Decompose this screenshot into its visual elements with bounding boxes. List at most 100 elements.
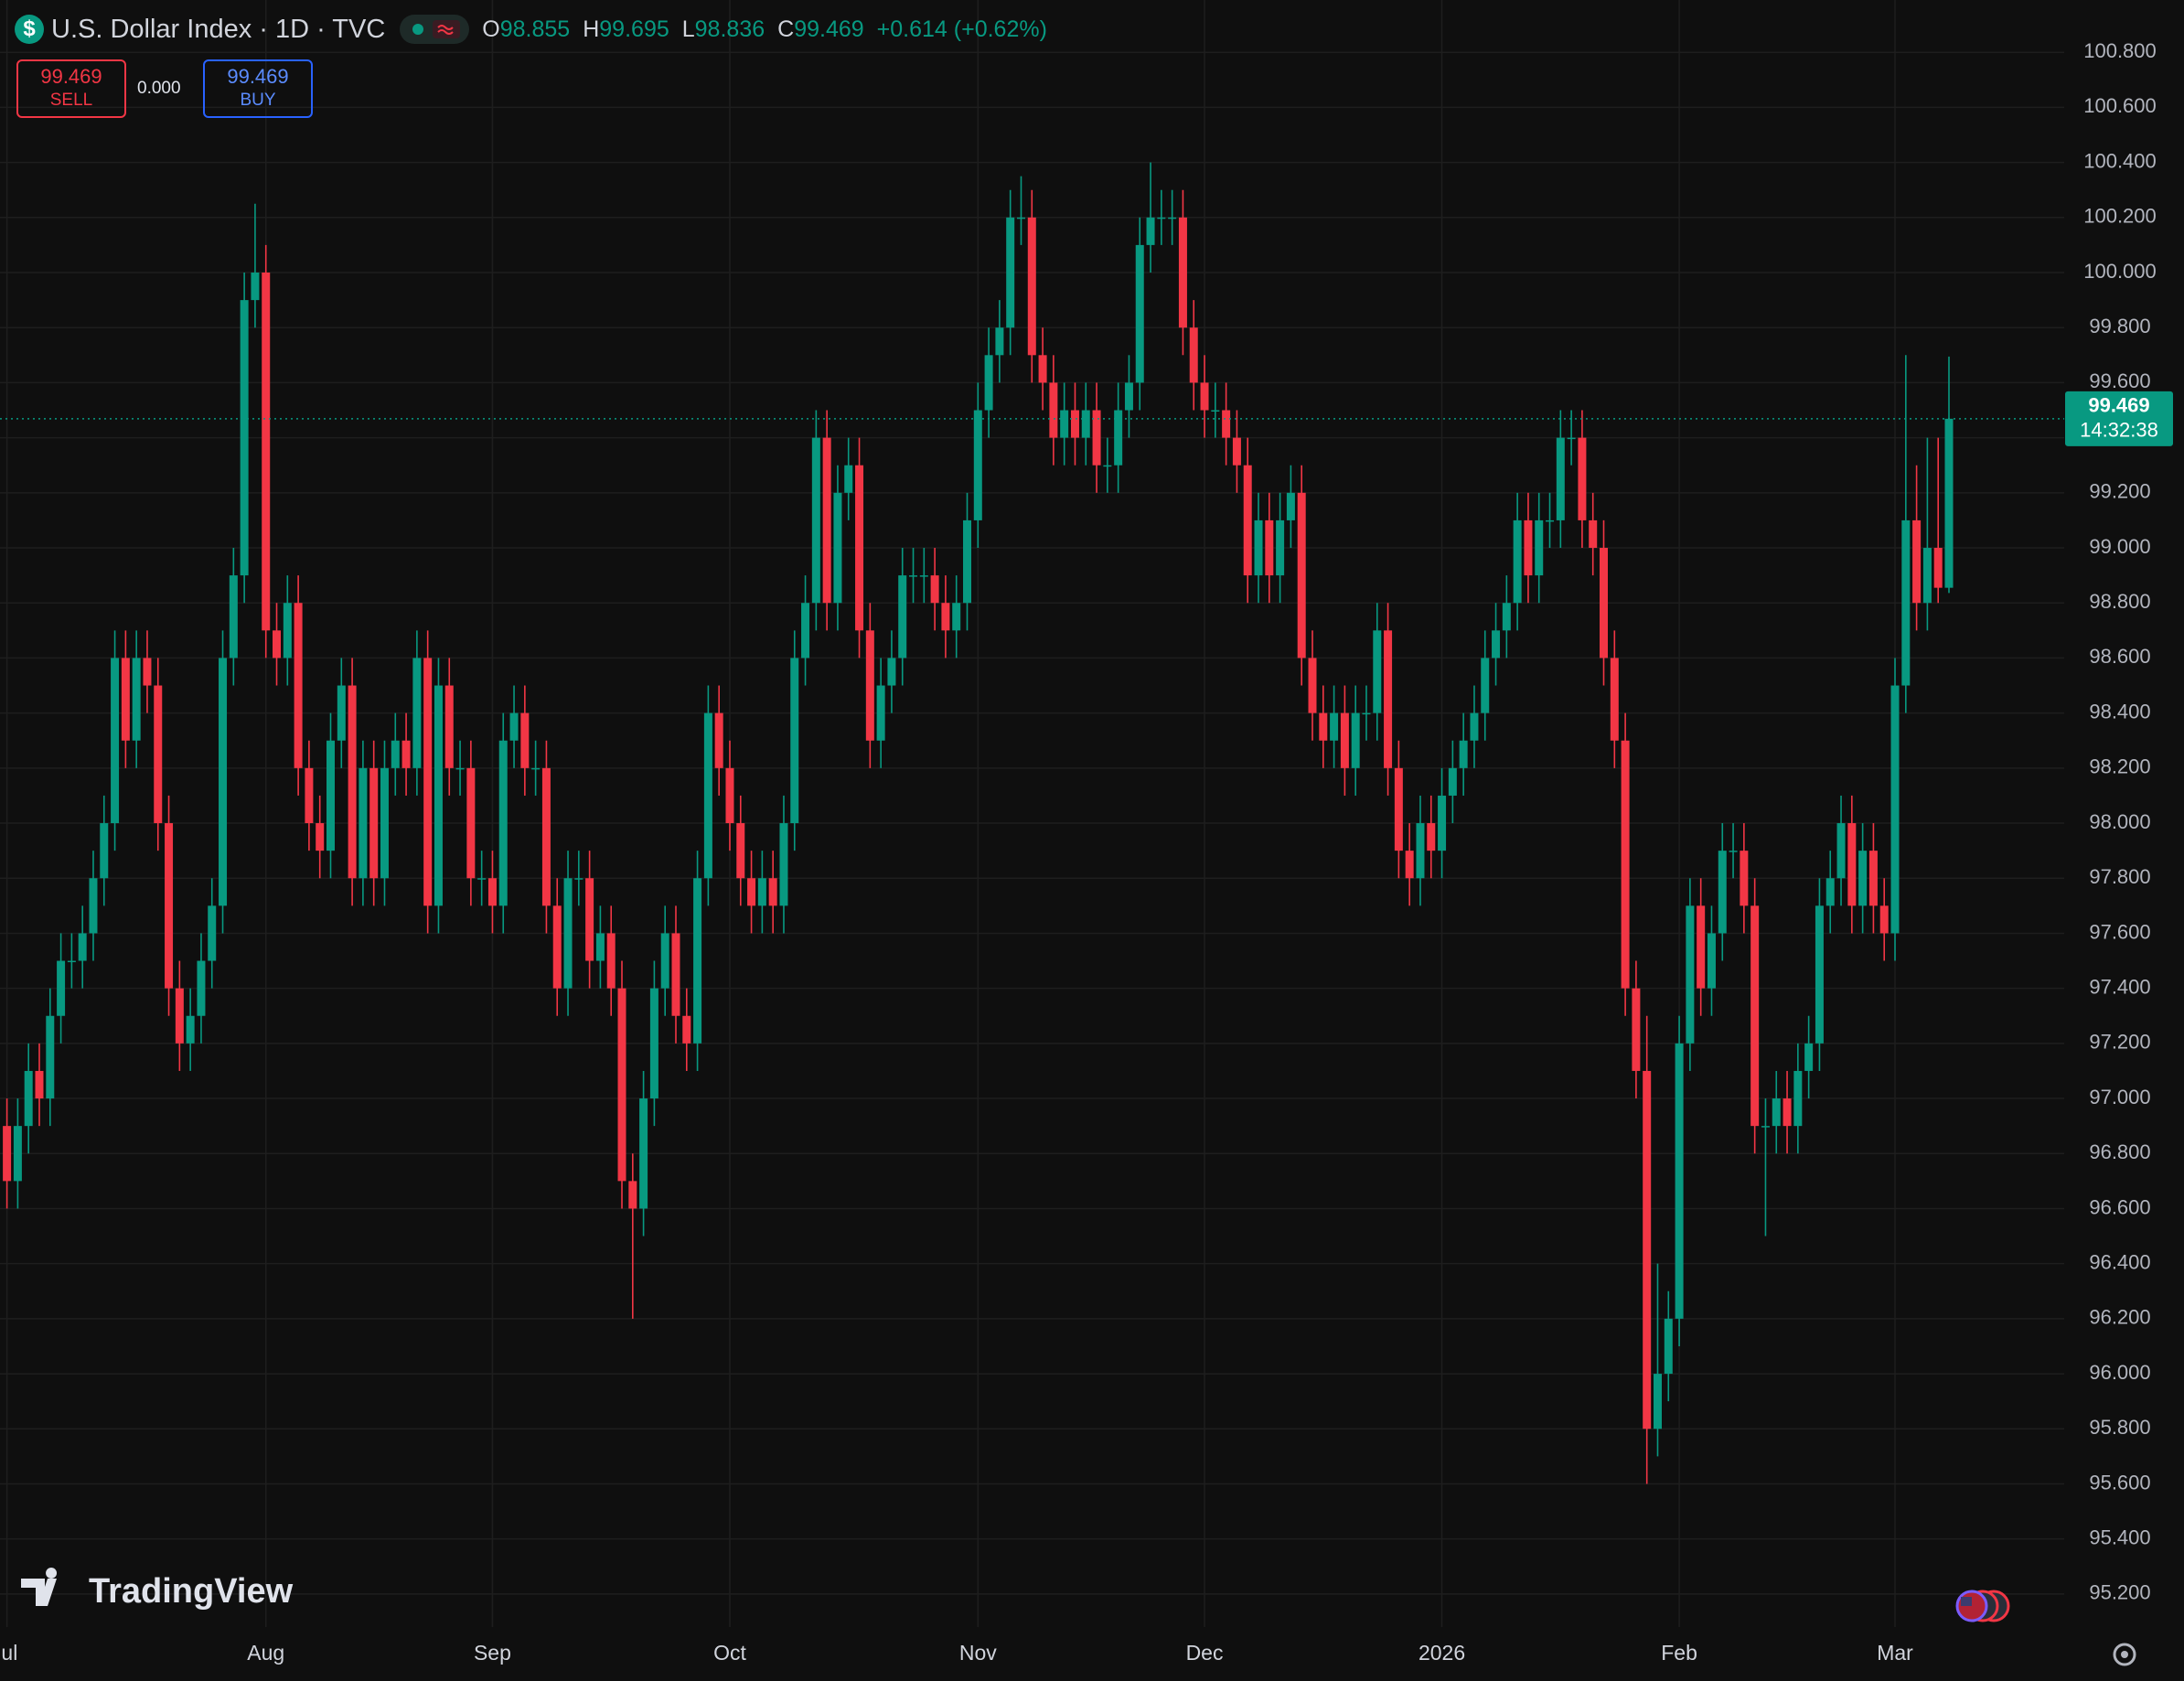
candle-body	[89, 878, 98, 934]
settings-icon[interactable]	[2113, 1643, 2136, 1666]
y-tick-label: 95.200	[2089, 1581, 2150, 1604]
badge-wave	[433, 20, 461, 38]
candle-body	[186, 1015, 195, 1044]
candle-body	[1783, 1098, 1792, 1127]
candle-body	[1189, 327, 1198, 383]
flag-icon	[1955, 1590, 2010, 1622]
candle-body	[444, 685, 454, 768]
candle-body	[219, 658, 228, 906]
candle-body	[941, 603, 950, 631]
candle-body	[1621, 740, 1630, 989]
candle-body	[1319, 712, 1328, 741]
candle-body	[984, 355, 993, 411]
candle-body	[251, 273, 260, 301]
candle-body	[1168, 217, 1177, 219]
ohlc-label: L	[681, 16, 695, 42]
candle-body	[154, 685, 163, 824]
candle-body	[359, 767, 368, 879]
candle-body	[1070, 410, 1079, 438]
x-tick-label: Sep	[474, 1641, 511, 1665]
candle-body	[1740, 851, 1749, 906]
y-tick-label: 99.000	[2089, 535, 2150, 558]
candle-body	[57, 960, 66, 1016]
header: $ U.S. Dollar Index · 1D · TVC O 98.855 H 9…	[15, 9, 1047, 49]
x-tick-label: 2026	[1419, 1641, 1465, 1665]
candle-body	[801, 603, 810, 658]
candle-body	[865, 630, 874, 741]
sell-button[interactable]: 99.469 SELL	[16, 59, 126, 118]
brand-text: TradingView	[89, 1572, 294, 1611]
y-tick-label: 100.600	[2083, 94, 2157, 117]
candle-body	[1124, 382, 1133, 411]
y-tick-label: 95.600	[2089, 1471, 2150, 1494]
candle-body	[1858, 851, 1868, 906]
candle-body	[477, 878, 487, 880]
candle-body	[455, 767, 465, 770]
buy-label: BUY	[240, 91, 276, 110]
candle-body	[855, 465, 864, 631]
candle-body	[1675, 1043, 1684, 1319]
candle-body	[316, 823, 325, 851]
candle-body	[1901, 519, 1911, 686]
ohlc-value: 99.695	[599, 16, 669, 42]
buy-price: 99.469	[227, 65, 289, 88]
candle-body	[520, 712, 530, 768]
price-tag-value: 99.469	[2088, 394, 2149, 417]
brand-logo: TradingView	[21, 1568, 294, 1611]
candle-body	[531, 767, 541, 770]
candle-body	[1081, 410, 1090, 438]
candle-body	[995, 327, 1004, 356]
candle-body	[197, 960, 206, 1016]
candle-body	[1178, 217, 1187, 328]
candle-body	[1405, 851, 1414, 879]
candle-body	[1308, 658, 1317, 713]
candle-body	[46, 1015, 55, 1099]
x-tick-label: Feb	[1661, 1641, 1697, 1665]
candle-body	[747, 878, 756, 906]
candle-body	[1330, 712, 1339, 741]
candle-body	[240, 300, 249, 576]
candle-body	[509, 712, 519, 741]
buy-button[interactable]: 99.469 BUY	[203, 59, 313, 118]
spread: 0.000	[137, 79, 181, 98]
candle-body	[963, 519, 972, 604]
candle-body	[35, 1070, 44, 1099]
candle-body	[1944, 418, 1954, 588]
candle-body	[434, 685, 443, 906]
candle-body	[1265, 519, 1274, 576]
y-tick-label: 98.400	[2089, 700, 2150, 723]
candle-body	[391, 740, 400, 768]
candle-body	[1600, 548, 1609, 658]
candle-body	[1653, 1374, 1662, 1429]
candle-body	[541, 767, 551, 906]
status-badge[interactable]	[400, 15, 470, 44]
candle-body	[1697, 905, 1706, 989]
ohlc-value: 98.855	[499, 16, 571, 42]
ohlc-label: O	[482, 16, 500, 42]
candle-body	[283, 603, 292, 658]
candle-body	[1643, 1070, 1652, 1429]
candle-body	[833, 492, 842, 604]
candle-body	[1502, 603, 1511, 631]
candle-body	[1761, 1126, 1770, 1128]
candle-body	[757, 878, 766, 906]
candle-body	[305, 767, 314, 824]
candle-body	[1933, 548, 1943, 588]
candle-body	[1546, 519, 1555, 522]
candle-body	[649, 988, 658, 1099]
candle-body	[1922, 548, 1932, 604]
y-tick-label: 97.800	[2089, 865, 2150, 888]
candle-body	[1556, 437, 1565, 520]
y-tick-label: 97.400	[2089, 975, 2150, 998]
candle-body	[1815, 905, 1824, 1044]
candle-body	[714, 712, 723, 768]
candle-body	[498, 740, 508, 906]
candle-body	[1200, 382, 1209, 411]
symbol-title: U.S. Dollar Index · 1D · TVC	[51, 14, 386, 44]
candle-body	[1394, 767, 1403, 851]
candle-body	[67, 960, 76, 963]
candle-body	[1340, 712, 1349, 768]
candle-body	[1092, 410, 1101, 466]
candle-body	[574, 878, 583, 880]
candle-body	[585, 878, 594, 961]
